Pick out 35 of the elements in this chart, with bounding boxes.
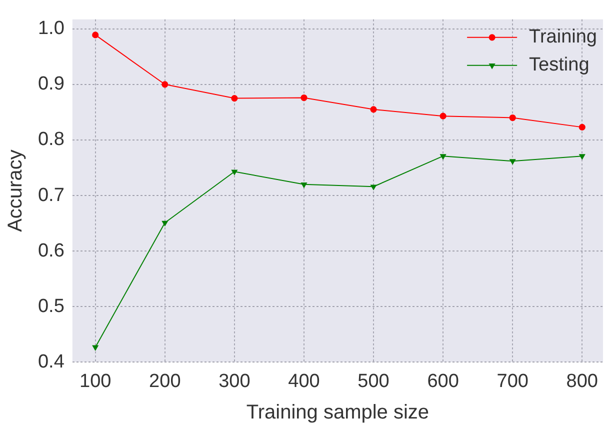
point xyxy=(92,32,99,38)
point xyxy=(301,182,307,188)
x-tick-label: 500 xyxy=(358,370,390,392)
point xyxy=(440,154,446,160)
x-tick-label: 700 xyxy=(496,370,528,392)
x-tick-label: 800 xyxy=(566,370,598,392)
point xyxy=(370,106,377,113)
point xyxy=(578,124,586,130)
legend-label: Training xyxy=(529,26,598,48)
point xyxy=(162,220,168,226)
y-tick-label: 0.6 xyxy=(38,240,64,262)
x-tick-label: 300 xyxy=(218,370,250,392)
point xyxy=(440,112,446,120)
x-tick-label: 600 xyxy=(427,370,459,392)
y-tick-label: 0.9 xyxy=(38,74,64,95)
y-tick-label: 0.8 xyxy=(38,129,64,150)
point xyxy=(300,94,308,102)
point xyxy=(231,94,238,102)
x-tick-label: 200 xyxy=(149,370,181,392)
y-axis-title: Accuracy xyxy=(4,150,27,232)
point xyxy=(370,184,376,190)
legend-label: Testing xyxy=(529,54,590,76)
x-axis-title: Training sample size xyxy=(246,402,430,424)
x-tick-label: 100 xyxy=(80,370,112,392)
y-tick-label: 0.5 xyxy=(38,296,64,317)
point xyxy=(509,114,516,122)
point xyxy=(510,159,516,164)
point xyxy=(92,345,98,350)
y-tick-label: 0.4 xyxy=(38,351,65,372)
point xyxy=(579,154,586,160)
point xyxy=(232,170,238,175)
x-tick-label: 400 xyxy=(288,370,320,392)
y-tick-label: 0.7 xyxy=(38,184,64,206)
y-tick-label: 1.0 xyxy=(38,18,64,40)
point xyxy=(162,81,168,88)
